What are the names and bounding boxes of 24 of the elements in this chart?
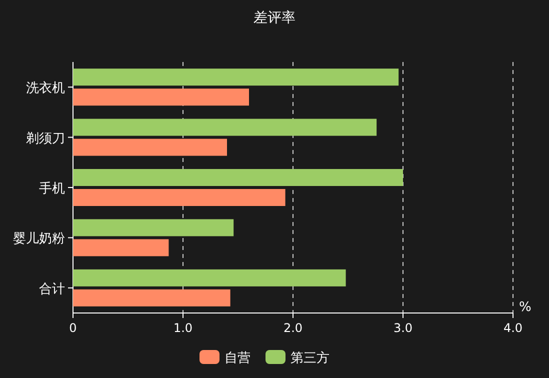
- bar: [73, 289, 230, 306]
- bar: [73, 88, 249, 106]
- bar: [73, 68, 399, 86]
- bar: [73, 269, 346, 286]
- bar: [73, 189, 286, 206]
- x-tick-label: 4.0: [503, 321, 523, 335]
- y-tick-label: 手机: [39, 182, 65, 196]
- y-tick-label: 婴儿奶粉: [13, 232, 65, 247]
- bar: [73, 138, 227, 156]
- bar: [73, 219, 234, 236]
- x-tick-label: 2.0: [283, 321, 303, 335]
- x-tick-label: 1.0: [173, 321, 193, 335]
- chart-title: 差评率: [254, 10, 296, 26]
- y-tick-label: 合计: [39, 282, 65, 297]
- x-tick-label: 3.0: [393, 321, 413, 335]
- bar: [73, 118, 377, 136]
- x-axis-title: %: [519, 300, 532, 315]
- y-tick-label: 剃须刀: [26, 131, 65, 146]
- legend-label: 第三方: [290, 350, 330, 366]
- legend-label: 自营: [224, 351, 250, 366]
- y-tick-label: 洗衣机: [26, 81, 65, 96]
- bar: [73, 169, 403, 186]
- bar: [73, 239, 169, 256]
- x-tick-label: 0: [69, 321, 77, 335]
